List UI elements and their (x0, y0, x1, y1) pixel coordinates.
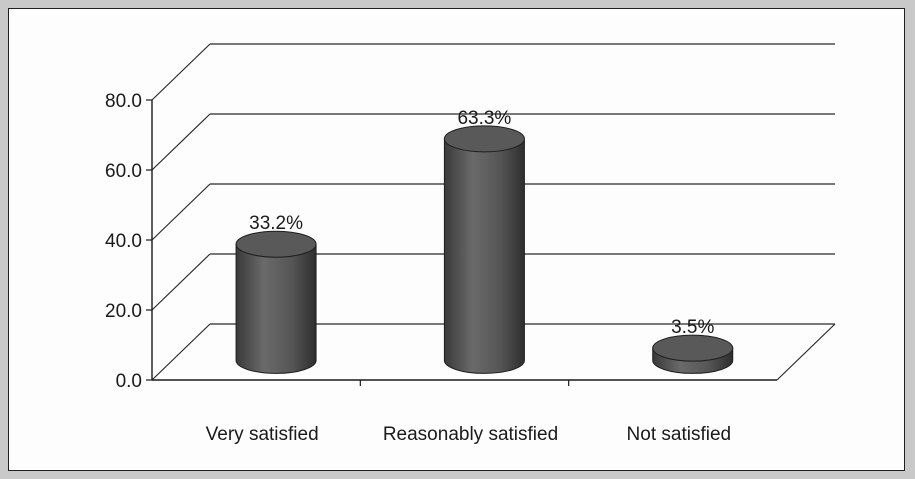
bar-3 (652, 334, 734, 374)
y-tick-label: 80.0 (105, 91, 142, 112)
bar-2 (443, 125, 525, 374)
category-label: Reasonably satisfied (383, 424, 558, 445)
gridline-side (151, 323, 211, 381)
chart-walls (776, 323, 836, 381)
bar-cap (443, 125, 525, 153)
category-labels: Very satisfied Reasonably satisfied Not sa… (206, 424, 731, 445)
bar-body (443, 138, 525, 374)
data-label: 33.2% (249, 213, 303, 234)
floor-edge (776, 323, 836, 381)
gridline-side (151, 183, 211, 241)
y-tick-label: 40.0 (105, 231, 142, 252)
y-tick-label: 20.0 (105, 301, 142, 322)
bar-body (235, 243, 317, 374)
gridline-side (151, 253, 211, 311)
gridline-side (151, 43, 211, 101)
y-tick-label: 60.0 (105, 161, 142, 182)
bar-1 (235, 230, 317, 374)
data-labels: 33.2% 63.3% 3.5% (249, 108, 714, 338)
category-label: Not satisfied (627, 424, 732, 445)
y-axis-ticks: 0.0 20.0 40.0 60.0 80.0 (105, 91, 152, 392)
data-label: 3.5% (671, 317, 714, 338)
bar-cap (652, 334, 734, 362)
bar-cap (235, 230, 317, 258)
category-label: Very satisfied (206, 424, 319, 445)
gridline-side (151, 113, 211, 171)
y-tick-label: 0.0 (116, 371, 142, 392)
data-label: 63.3% (457, 108, 511, 129)
bars (235, 125, 734, 374)
